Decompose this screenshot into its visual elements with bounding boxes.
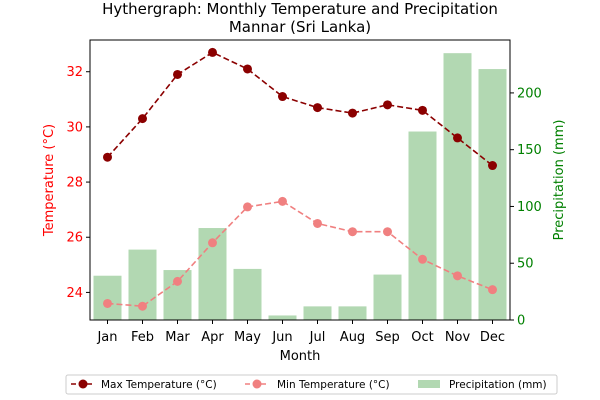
min-temp-point-nov xyxy=(453,271,462,281)
max-temp-point-aug xyxy=(348,108,357,118)
x-axis-label: Month xyxy=(280,349,321,364)
max-temp-point-jul xyxy=(313,103,322,113)
x-tick-label-oct: Oct xyxy=(411,330,433,345)
max-temp-point-nov xyxy=(453,133,462,143)
x-tick-label-may: May xyxy=(234,330,261,345)
left-tick-label: 32 xyxy=(66,65,83,80)
precip-bar-dec xyxy=(478,69,507,320)
max-temp-point-oct xyxy=(418,105,427,115)
max-temp-point-feb xyxy=(138,114,147,124)
x-tick-label-feb: Feb xyxy=(131,330,154,345)
right-axis-label: Precipitation (mm) xyxy=(552,120,567,241)
legend-precip-label: Precipitation (mm) xyxy=(449,379,547,391)
precipitation-bars xyxy=(93,53,507,320)
precip-bar-aug xyxy=(338,306,367,320)
min-temp-point-mar xyxy=(173,276,182,286)
precip-bar-sep xyxy=(373,274,402,320)
temperature-lines xyxy=(103,47,497,311)
precip-bar-jul xyxy=(303,306,332,320)
min-temp-point-apr xyxy=(208,238,217,248)
legend-box xyxy=(65,374,558,395)
max-temp-point-apr xyxy=(208,47,217,57)
right-tick-label: 200 xyxy=(517,86,542,101)
left-axis-label: Temperature (°C) xyxy=(42,124,57,237)
x-tick-label-jan: Jan xyxy=(96,330,117,345)
max-temp-point-jun xyxy=(278,92,287,102)
min-temp-point-jul xyxy=(313,218,322,228)
x-tick-label-aug: Aug xyxy=(340,330,365,345)
x-tick-label-dec: Dec xyxy=(480,330,505,345)
legend-min-marker xyxy=(252,379,262,389)
x-tick-label-jul: Jul xyxy=(309,330,326,345)
right-tick-label: 100 xyxy=(517,200,542,215)
max-temp-point-may xyxy=(243,64,252,74)
chart-title: Hythergraph: Monthly Temperature and Pre… xyxy=(102,0,498,18)
chart-subtitle: Mannar (Sri Lanka) xyxy=(229,18,371,36)
right-axis-ticks: 0 50 100 150 200 xyxy=(510,86,542,329)
min-temp-point-sep xyxy=(383,227,392,237)
precip-bar-jan xyxy=(93,275,122,320)
legend-max-marker xyxy=(78,379,88,389)
plot-frame xyxy=(89,39,511,321)
left-tick-label: 26 xyxy=(66,231,83,246)
right-tick-label: 50 xyxy=(517,257,534,272)
x-tick-label-mar: Mar xyxy=(165,330,190,345)
left-tick-label: 30 xyxy=(66,120,83,135)
min-temp-point-jun xyxy=(278,196,287,206)
x-tick-label-jun: Jun xyxy=(271,330,292,345)
legend-min-label: Min Temperature (°C) xyxy=(277,379,390,391)
x-tick-label-sep: Sep xyxy=(375,330,400,345)
left-tick-label: 24 xyxy=(66,286,83,301)
legend-precip-swatch xyxy=(418,380,440,388)
min-temp-point-dec xyxy=(488,285,497,295)
max-temp-point-jan xyxy=(103,152,112,162)
min-temp-point-may xyxy=(243,202,252,212)
max-temp-point-mar xyxy=(173,69,182,79)
left-tick-label: 28 xyxy=(66,176,83,191)
precip-bar-jun xyxy=(268,315,297,320)
min-temp-point-feb xyxy=(138,301,147,311)
min-temp-point-aug xyxy=(348,227,357,237)
left-axis-ticks: 24 26 28 30 32 xyxy=(66,65,90,301)
max-temp-point-dec xyxy=(488,161,497,171)
x-tick-label-apr: Apr xyxy=(201,330,224,345)
max-temp-line xyxy=(106,51,493,167)
legend-max-label: Max Temperature (°C) xyxy=(101,379,217,391)
precip-bar-may xyxy=(233,268,262,320)
x-axis-ticks: Jan Feb Mar Apr May Jun Jul Aug Sep Oct Nov Dec xyxy=(96,320,505,345)
legend: Max Temperature (°C) Min Temperature (°C… xyxy=(65,374,558,395)
right-tick-label: 0 xyxy=(517,314,525,329)
min-temp-point-jan xyxy=(103,298,112,308)
x-tick-label-nov: Nov xyxy=(445,330,471,345)
min-temp-point-oct xyxy=(418,254,427,264)
min-temp-line xyxy=(107,200,493,308)
max-temp-point-sep xyxy=(383,100,392,110)
precip-bar-oct xyxy=(408,131,437,320)
right-tick-label: 150 xyxy=(517,143,542,158)
